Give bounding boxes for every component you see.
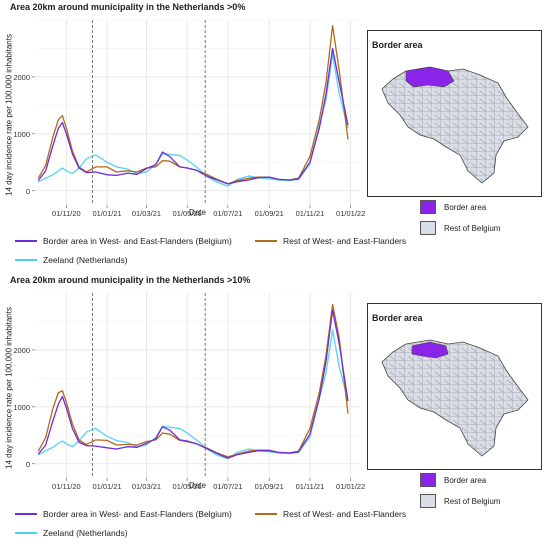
border-area-swatch [420,200,436,214]
legend-line-icon [15,240,37,242]
border-area-region [405,66,455,88]
map-title: Border area [372,313,423,323]
x-tick-label: 01/07/21 [213,482,242,491]
chart-panel-bottom: Area 20km around municipality in the Net… [0,273,550,545]
line-chart-top: 01/11/20 01/01/21 01/03/21 01/05/21 01/07/21… [13,19,365,218]
chart-legend: Border area in West- and East-Flanders (… [10,506,410,546]
x-tick-label: 01/01/21 [92,209,121,218]
y-tick-label: 1000 [13,403,30,412]
y-tick-label: 0 [26,460,30,469]
legend-item-rest-flanders: Rest of West- and East-Flanders [255,509,406,519]
legend-item-border-area: Border area in West- and East-Flanders (… [15,236,232,246]
x-tick-label: 01/09/21 [255,482,284,491]
legend-line-icon [255,240,277,242]
chart-title: Area 20km around municipality in the Net… [10,275,251,285]
map-legend-border-area: Border area [420,473,486,487]
x-tick-label: 01/07/21 [213,209,242,218]
series-line-border-area [37,309,349,459]
legend-line-icon [15,532,37,534]
map-legend-rest-belgium: Rest of Belgium [420,221,500,235]
map-legend-border-area: Border area [420,200,486,214]
chart-panel-top: Area 20km around municipality in the Net… [0,0,550,272]
legend-line-icon [15,513,37,515]
legend-line-icon [15,259,37,261]
y-axis-label: 14 day incidence rate per 100,000 inhabi… [4,307,14,469]
legend-item-zeeland: Zeeland (Netherlands) [15,255,128,265]
map-box [367,30,542,197]
x-tick-label: 01/05/21 [173,209,202,218]
y-tick-label: 1000 [13,130,30,139]
x-tick-label: 01/01/22 [336,482,365,491]
y-tick-label: 2000 [13,73,30,82]
legend-item-zeeland: Zeeland (Netherlands) [15,528,128,538]
x-tick-label: 01/09/21 [255,209,284,218]
rest-of-belgium-swatch [420,494,436,508]
x-tick-label: 01/03/21 [132,209,161,218]
x-axis-label: Date [189,481,206,490]
y-tick-label: 2000 [13,346,30,355]
rest-of-belgium-swatch [420,221,436,235]
chart-title: Area 20km around municipality in the Net… [10,2,246,12]
municipality-borders [382,340,528,456]
x-tick-label: 01/11/20 [52,209,81,218]
plot-area [35,293,360,478]
y-tick-label: 0 [26,187,30,196]
x-axis-label: Date [189,208,206,217]
plot-area [35,20,360,205]
x-tick-label: 01/03/21 [132,482,161,491]
x-tick-label: 01/01/21 [92,482,121,491]
municipality-borders [382,67,528,183]
x-tick-label: 01/11/21 [296,209,325,218]
belgium-map [381,339,529,457]
y-axis-label: 14 day incidence rate per 100,000 inhabi… [4,34,14,196]
belgium-map [381,66,529,184]
x-tick-label: 01/11/20 [52,482,81,491]
map-title: Border area [372,40,423,50]
border-area-swatch [420,473,436,487]
map-legend-rest-belgium: Rest of Belgium [420,494,500,508]
x-tick-label: 01/11/21 [296,482,325,491]
series-line-border-area [37,47,349,185]
map-box [367,303,542,470]
legend-line-icon [255,513,277,515]
line-chart-bottom: 01/11/20 01/01/21 01/03/21 01/05/21 01/07/21… [13,292,365,491]
legend-item-border-area: Border area in West- and East-Flanders (… [15,509,232,519]
x-tick-label: 01/05/21 [173,482,202,491]
legend-item-rest-flanders: Rest of West- and East-Flanders [255,236,406,246]
chart-legend: Border area in West- and East-Flanders (… [10,233,410,273]
x-tick-label: 01/01/22 [336,209,365,218]
border-area-region [411,341,449,359]
